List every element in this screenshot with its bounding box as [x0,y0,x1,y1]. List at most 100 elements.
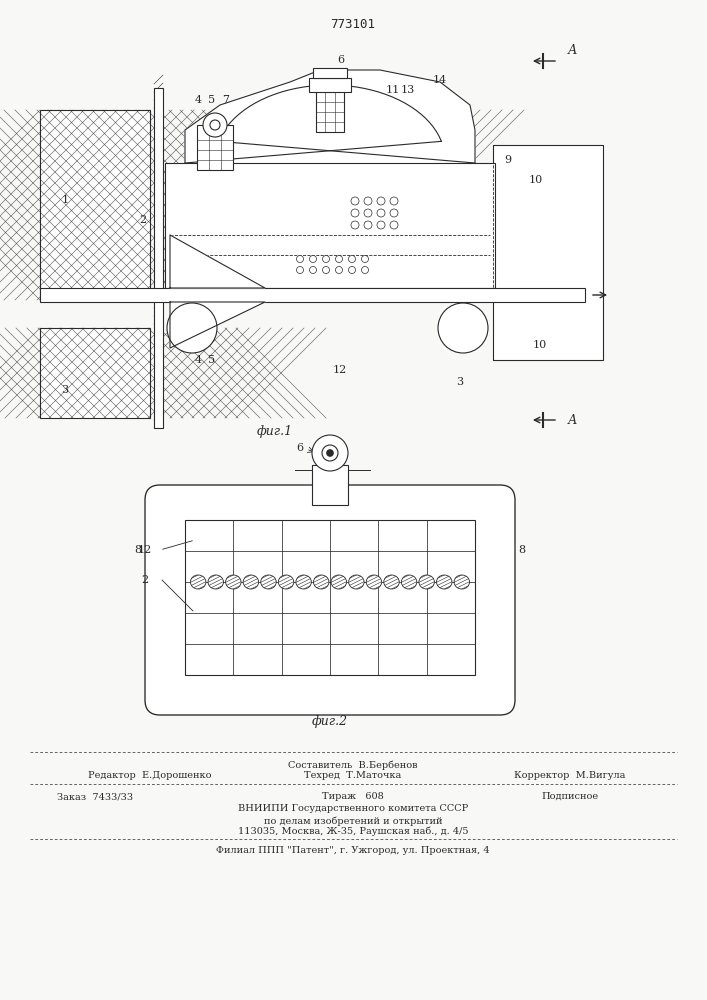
Text: 9: 9 [504,155,512,165]
Text: 4: 4 [194,355,201,365]
Text: Корректор  М.Вигула: Корректор М.Вигула [514,771,626,780]
Ellipse shape [296,575,311,589]
Bar [40,328,150,418]
Text: 6: 6 [337,55,344,65]
Ellipse shape [261,575,276,589]
Text: фиг.1: фиг.1 [257,426,293,438]
Text: ВНИИПИ Государственного комитета СССР: ВНИИПИ Государственного комитета СССР [238,804,468,813]
Ellipse shape [419,575,434,589]
Text: А: А [568,414,578,426]
Text: 3: 3 [457,377,464,387]
Bar [40,110,150,300]
Text: Заказ  7433/33: Заказ 7433/33 [57,792,133,801]
Bar [197,125,233,170]
Text: 113035, Москва, Ж-35, Раушская наб., д. 4/5: 113035, Москва, Ж-35, Раушская наб., д. … [238,827,468,836]
Circle shape [322,445,338,461]
Circle shape [351,221,359,229]
Bar [316,77,344,132]
Bar [40,110,150,300]
Circle shape [377,209,385,217]
Circle shape [322,255,329,262]
Text: 8: 8 [134,545,141,555]
Circle shape [327,450,333,456]
Circle shape [203,113,227,137]
Circle shape [210,120,220,130]
Circle shape [390,197,398,205]
FancyBboxPatch shape [145,485,515,715]
Text: 10: 10 [529,175,543,185]
Ellipse shape [190,575,206,589]
Polygon shape [185,70,475,163]
Bar [154,88,163,428]
Ellipse shape [402,575,417,589]
Circle shape [364,221,372,229]
Text: Составитель  В.Бербенов: Составитель В.Бербенов [288,760,418,770]
Bar [165,163,495,288]
Circle shape [377,221,385,229]
Text: 12: 12 [138,545,152,555]
Text: 11: 11 [386,85,400,95]
Text: 3: 3 [62,385,69,395]
Circle shape [167,303,217,353]
Bar [312,465,348,505]
Ellipse shape [243,575,259,589]
Text: 773101: 773101 [330,18,375,31]
Text: Тираж   608: Тираж 608 [322,792,384,801]
Circle shape [296,266,303,273]
Ellipse shape [208,575,223,589]
Text: 5: 5 [209,355,216,365]
Ellipse shape [384,575,399,589]
Text: по делам изобретений и открытий: по делам изобретений и открытий [264,816,443,826]
Text: Филиал ППП "Патент", г. Ужгород, ул. Проектная, 4: Филиал ППП "Патент", г. Ужгород, ул. Про… [216,846,490,855]
Text: 10: 10 [533,340,547,350]
Circle shape [364,197,372,205]
Bar [309,78,351,92]
Bar [40,288,585,302]
Text: 6: 6 [296,443,303,453]
Text: 14: 14 [433,75,447,85]
Circle shape [351,197,359,205]
Text: Подписное: Подписное [542,792,599,801]
Text: А: А [568,43,578,56]
Circle shape [390,209,398,217]
Text: 5: 5 [209,95,216,105]
Text: 7: 7 [223,95,230,105]
Circle shape [167,303,217,353]
Circle shape [364,209,372,217]
Ellipse shape [313,575,329,589]
Circle shape [336,266,342,273]
Circle shape [361,266,368,273]
Text: 8: 8 [518,545,525,555]
Polygon shape [170,235,265,288]
Circle shape [349,255,356,262]
Ellipse shape [366,575,382,589]
Polygon shape [170,302,265,348]
Circle shape [312,435,348,471]
Bar [313,68,347,78]
Ellipse shape [349,575,364,589]
Circle shape [438,303,488,353]
Text: 1: 1 [62,195,69,205]
Bar [40,328,150,418]
Circle shape [310,266,317,273]
Text: 4: 4 [194,95,201,105]
Circle shape [336,255,342,262]
Circle shape [351,209,359,217]
Text: фиг.2: фиг.2 [312,716,348,728]
Ellipse shape [436,575,452,589]
Text: А - А: А - А [315,458,346,472]
Circle shape [322,266,329,273]
Circle shape [361,255,368,262]
Circle shape [310,255,317,262]
Ellipse shape [454,575,469,589]
Circle shape [349,266,356,273]
Circle shape [296,255,303,262]
Ellipse shape [226,575,241,589]
Text: 12: 12 [333,365,347,375]
Bar [185,520,475,675]
Circle shape [377,197,385,205]
Text: 2: 2 [141,575,148,585]
Ellipse shape [331,575,346,589]
Ellipse shape [279,575,294,589]
Text: Техред  Т.Маточка: Техред Т.Маточка [305,771,402,780]
